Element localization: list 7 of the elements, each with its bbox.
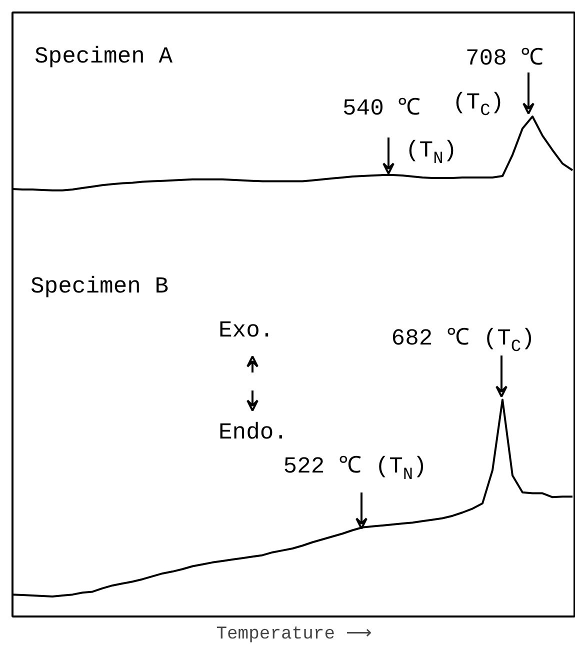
text: Specimen A (34, 44, 173, 70)
x-axis-title: Temperature ⟶ (216, 624, 372, 644)
annotation: 540 ℃ (342, 96, 421, 122)
annotation: Specimen B (30, 274, 169, 300)
annotation: Endo. (218, 420, 288, 446)
annotation: Exo. (218, 318, 274, 344)
text: 708 ℃ (466, 46, 544, 72)
